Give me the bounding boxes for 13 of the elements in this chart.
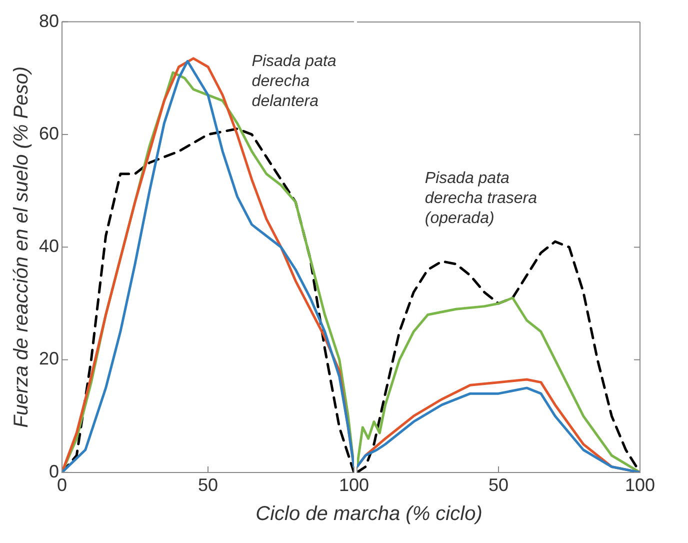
annotation: Pisada pata derecha delantera	[252, 52, 336, 110]
y-tick-label: 80	[38, 10, 60, 31]
x-tick-label: 50	[488, 475, 508, 496]
x-axis-title: Ciclo de marcha (% ciclo)	[254, 502, 484, 527]
x-tick-label: 100	[338, 475, 370, 496]
y-tick-label: 20	[38, 348, 60, 369]
y-tick-label: 0	[49, 461, 60, 482]
y-tick-label: 40	[38, 236, 60, 256]
y-tick-label: 60	[38, 123, 60, 144]
x-tick-label: 100	[624, 475, 655, 496]
y-axis-title: Fuerza de reacción en el suelo (% Peso)	[10, 66, 33, 428]
annotation: Pisada pata derecha trasera (operada)	[424, 170, 538, 228]
x-tick-label: 50	[198, 475, 218, 496]
